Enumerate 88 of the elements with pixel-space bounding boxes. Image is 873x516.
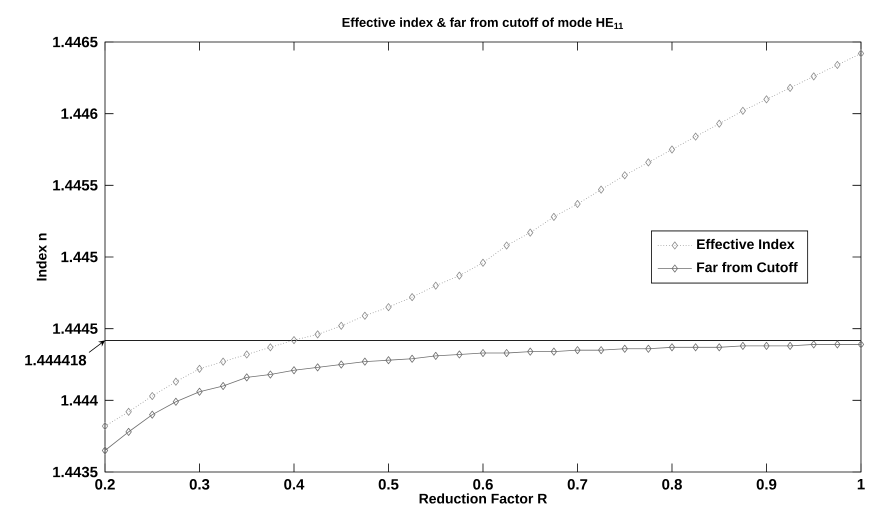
point [126, 428, 132, 436]
y-tick-label: 1.445 [62, 252, 98, 262]
point [102, 446, 108, 454]
x-tick-label: 0.8 [662, 479, 682, 490]
point [692, 132, 699, 141]
point [409, 354, 416, 363]
point [763, 342, 770, 350]
point [740, 106, 746, 115]
x-tick-label: 0.6 [473, 479, 493, 490]
point [196, 388, 203, 396]
point [149, 410, 156, 419]
x-axis-title: Reduction Factor R [420, 493, 548, 504]
point [527, 228, 534, 237]
legend-label: Effective Index [697, 238, 795, 250]
point [314, 330, 321, 338]
point [409, 293, 416, 302]
point [385, 303, 392, 312]
point [314, 363, 321, 372]
point [527, 348, 534, 356]
point [668, 343, 676, 352]
y-tick-label: 1.4435 [53, 466, 98, 478]
point [290, 366, 298, 374]
point [126, 408, 132, 416]
point [550, 348, 557, 356]
x-tick-label: 0.2 [95, 479, 115, 490]
point [432, 352, 439, 360]
x-tick-label: 0.4 [284, 479, 304, 490]
x-tick-label: 0.9 [756, 479, 776, 490]
point [385, 356, 392, 364]
y-tick-label: 1.4465 [53, 36, 98, 48]
x-tick-label: 1 [858, 479, 865, 490]
point [267, 370, 274, 379]
point [668, 146, 676, 154]
point [550, 212, 557, 221]
point [622, 171, 628, 180]
point [716, 120, 722, 128]
point [456, 350, 462, 358]
point [172, 378, 179, 386]
point [574, 346, 581, 354]
chart-title: Effective index & far from cutoff of mode HE$_{11}$ [342, 18, 624, 29]
point [858, 49, 864, 58]
point [763, 95, 770, 104]
point [504, 242, 510, 250]
point [362, 312, 368, 320]
point [362, 358, 368, 366]
point [834, 340, 840, 348]
point [432, 282, 439, 290]
point [172, 398, 179, 406]
point [290, 336, 298, 344]
point [220, 382, 226, 390]
point [149, 392, 156, 400]
point [456, 272, 462, 280]
y-tick-label: 1.4445 [53, 323, 98, 334]
point [834, 60, 840, 69]
point [858, 340, 864, 348]
point [504, 349, 510, 358]
y-tick-label: 1.446 [62, 108, 98, 119]
point [598, 346, 604, 354]
point [338, 360, 344, 368]
legend-label: Far from Cutoff [697, 262, 798, 272]
x-tick-label: 0.5 [378, 479, 398, 490]
point [480, 349, 486, 358]
point [102, 422, 108, 430]
point [480, 258, 486, 267]
point [622, 344, 628, 353]
point [740, 342, 746, 350]
point [574, 200, 581, 208]
y-axis-title: Index n [36, 233, 47, 280]
point [692, 343, 699, 352]
point [220, 358, 226, 366]
y-tick-label: 1.4455 [53, 180, 98, 191]
point [244, 373, 250, 382]
point [338, 322, 344, 330]
point [787, 342, 794, 350]
point [267, 343, 274, 352]
y-tick-label: 1.444 [62, 395, 98, 406]
point [645, 158, 652, 166]
ref-line-label: 1.444418 [25, 354, 86, 366]
point [196, 364, 203, 373]
point [598, 186, 604, 194]
point [716, 343, 722, 352]
x-tick-label: 0.3 [190, 479, 210, 490]
point [787, 84, 794, 92]
point [810, 340, 817, 348]
point [244, 350, 250, 358]
point [810, 72, 817, 80]
x-tick-label: 0.7 [568, 479, 588, 490]
point [645, 344, 652, 353]
